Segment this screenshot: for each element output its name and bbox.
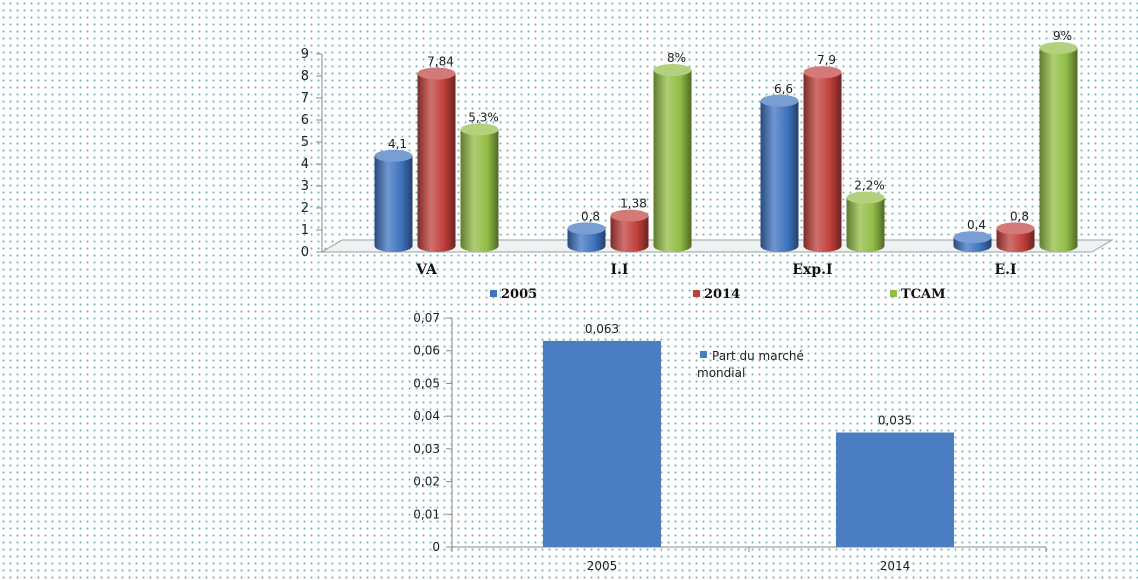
data-label: 9%: [1053, 29, 1072, 43]
bar-top-VA-2005: [374, 149, 413, 162]
data-label: 0,063: [585, 322, 619, 336]
legend-swatch: [693, 290, 700, 297]
data-label: 0,8: [1010, 209, 1029, 223]
data-label: 0,4: [967, 218, 986, 232]
bar-Exp.I-2014: [803, 72, 842, 252]
legend-swatch: [700, 351, 707, 358]
bar-top-E.I-TCAM: [1039, 42, 1078, 54]
bar-Exp.I-TCAM: [846, 197, 885, 252]
bar-top-VA-TCAM: [460, 123, 499, 136]
bar-E.I-2014: [996, 228, 1035, 252]
legend-label: 2014: [704, 287, 740, 302]
bar-top-VA-2014: [417, 67, 456, 80]
bar-top-Exp.I-2014: [803, 66, 842, 79]
legend-swatch: [890, 290, 897, 297]
data-label: 4,1: [388, 137, 407, 151]
bar-VA-TCAM: [460, 129, 499, 252]
category-label: Exp.I: [792, 262, 832, 278]
bar-top-Exp.I-TCAM: [846, 191, 885, 204]
y-tick-label: 5: [301, 135, 309, 150]
y-tick-label: 0: [432, 540, 440, 554]
category-label: 2005: [587, 559, 618, 573]
data-label: 2,2%: [854, 179, 885, 193]
bar-I.I-2014: [610, 215, 649, 252]
cylinder-bar-chart: 0 1 2 3 4 5 6 7 8 9 4,1 7,84 5,3% VA 0,8 1,38 8% I.I 6,6 7,…: [301, 29, 1114, 302]
y-tick-label: 0: [301, 245, 309, 260]
bar-top-E.I-2014: [996, 222, 1035, 235]
bar-Exp.I-2005: [760, 100, 799, 252]
category-label: E.I: [994, 262, 1016, 278]
category-label: I.I: [611, 262, 629, 278]
y-tick-label: 4: [301, 157, 309, 172]
bar-top-E.I-2005: [953, 231, 992, 244]
y-tick-label: 8: [301, 69, 309, 84]
y-tick-label: 0,03: [413, 442, 440, 456]
data-label: 1,38: [620, 197, 647, 211]
y-tick-label: 0,01: [413, 507, 440, 521]
y-tick-label: 7: [301, 91, 309, 106]
bar-top-I.I-TCAM: [653, 64, 692, 76]
y-tick-label: 6: [301, 113, 309, 128]
bar-top-I.I-2005: [567, 222, 606, 235]
data-label: 5,3%: [468, 110, 499, 124]
y-tick-label: 1: [301, 223, 309, 238]
data-label: 7,9: [817, 53, 836, 67]
y-tick-label: 3: [301, 179, 309, 194]
bar-top-I.I-2014: [610, 209, 649, 222]
bar-2005: [543, 340, 661, 547]
category-label: VA: [415, 262, 438, 278]
bar-2014: [836, 432, 954, 547]
bar-I.I-2005: [567, 228, 606, 252]
legend-label: mondial: [697, 366, 745, 380]
bar-top-Exp.I-2005: [760, 94, 799, 107]
y-tick-label: 2: [301, 201, 309, 216]
data-label: 8%: [667, 51, 686, 65]
legend-label: 2005: [501, 287, 537, 302]
bar-VA-2014: [417, 73, 456, 253]
bar-I.I-TCAM: [653, 70, 692, 252]
y-tick-label: 0,05: [413, 376, 440, 390]
y-tick-label: 9: [301, 47, 309, 62]
chart-floor: [320, 239, 1114, 253]
y-tick-label: 0,02: [413, 475, 440, 489]
data-label: 0,035: [878, 414, 912, 428]
data-label: 6,6: [774, 82, 793, 96]
bar-E.I-TCAM: [1039, 48, 1078, 252]
legend-swatch: [490, 290, 497, 297]
y-tick-label: 0,07: [413, 311, 440, 325]
y-tick-label: 0,04: [413, 409, 440, 423]
data-label: 7,84: [427, 55, 454, 69]
category-label: 2014: [880, 559, 911, 573]
data-label: 0,8: [581, 209, 600, 223]
legend-label: Part du marché: [712, 349, 804, 363]
bar-VA-2005: [374, 155, 413, 252]
legend-label: TCAM: [901, 287, 946, 302]
y-tick-label: 0,06: [413, 344, 440, 358]
